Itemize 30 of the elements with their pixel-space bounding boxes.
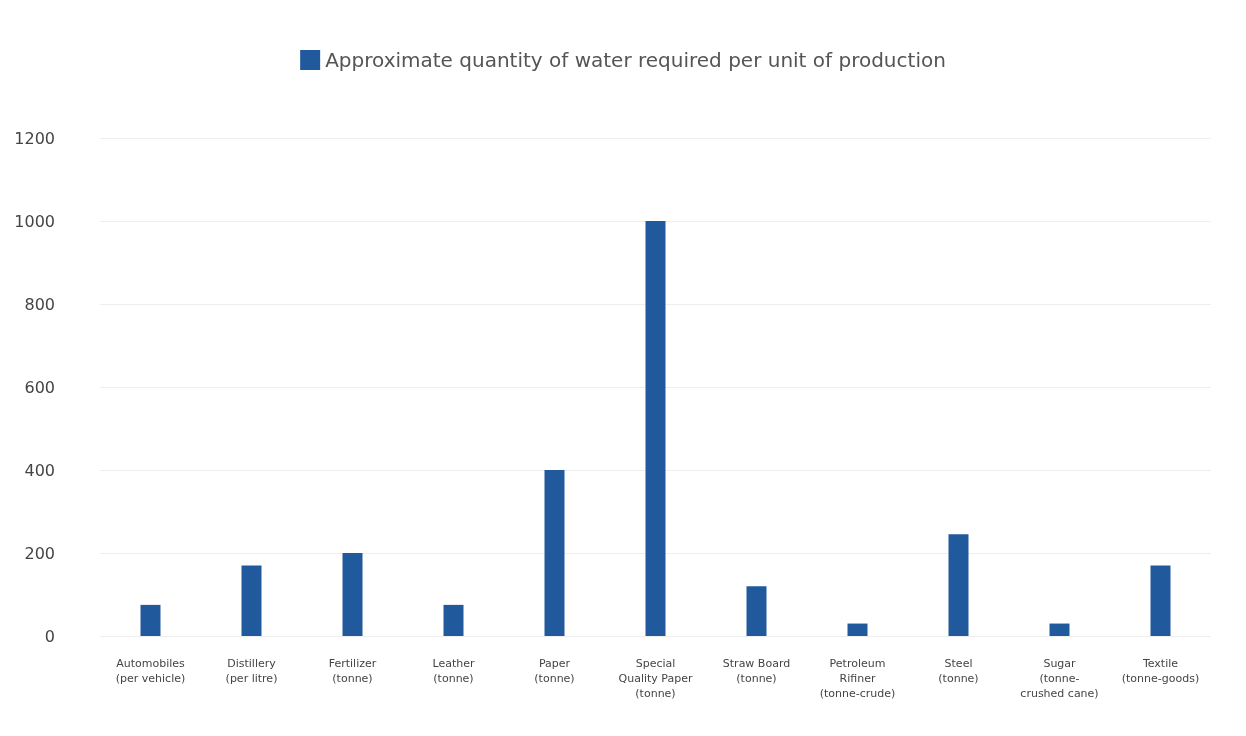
x-tick-label: Automobiles (per vehicle) bbox=[115, 657, 186, 685]
x-tick-label: Paper (tonne) bbox=[534, 657, 575, 685]
bar bbox=[140, 604, 161, 636]
legend-label: Approximate quantity of water required per unit of production bbox=[325, 48, 946, 72]
y-tick-label: 200 bbox=[24, 543, 55, 563]
bar bbox=[443, 604, 464, 636]
bar bbox=[1150, 565, 1171, 636]
x-tick-label: Sugar (tonne- crushed cane) bbox=[1020, 657, 1099, 700]
y-tick-label: 800 bbox=[24, 294, 55, 314]
bar bbox=[847, 623, 868, 636]
x-tick-label: Fertilizer (tonne) bbox=[328, 657, 377, 685]
bar bbox=[241, 565, 262, 636]
bar bbox=[544, 470, 565, 636]
bar bbox=[645, 221, 666, 636]
x-tick-label: Leather (tonne) bbox=[432, 657, 475, 685]
x-tick-label: Straw Board (tonne) bbox=[722, 657, 791, 685]
bar bbox=[1049, 623, 1070, 636]
x-tick-label: Special Quality Paper (tonne) bbox=[618, 657, 693, 700]
bar bbox=[948, 534, 969, 636]
bar bbox=[746, 586, 767, 636]
x-tick-label: Distillery (per litre) bbox=[225, 657, 278, 685]
x-tick-label: Petroleum Rifiner (tonne-crude) bbox=[819, 657, 896, 700]
bar bbox=[342, 553, 363, 636]
x-tick-label: Steel (tonne) bbox=[938, 657, 979, 685]
y-tick-label: 600 bbox=[24, 377, 55, 397]
x-tick-label: Textile (tonne-goods) bbox=[1121, 657, 1200, 685]
y-tick-label: 1000 bbox=[14, 211, 55, 231]
y-tick-label: 0 bbox=[44, 626, 55, 646]
y-tick-label: 1200 bbox=[14, 128, 55, 148]
y-tick-label: 400 bbox=[24, 460, 55, 480]
